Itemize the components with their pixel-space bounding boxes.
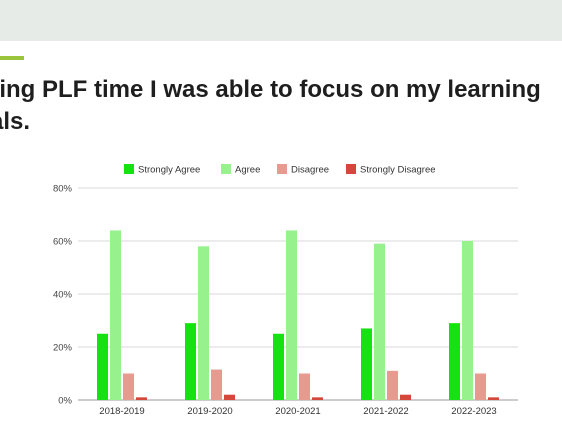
bar xyxy=(361,328,372,400)
legend-label: Disagree xyxy=(291,165,329,176)
bar xyxy=(449,323,460,400)
bar-chart: 0% 20% 40% 60% 80% 2018-2019 2019-2020 2020-202… xyxy=(53,164,518,417)
bar xyxy=(400,394,411,400)
y-tick-label: 60% xyxy=(53,237,73,248)
bar xyxy=(224,394,235,400)
bar xyxy=(462,241,473,400)
title-line-2: als. xyxy=(0,108,31,135)
x-tick-label: 2018-2019 xyxy=(99,406,144,417)
legend-swatch xyxy=(277,164,287,174)
legend-label: Strongly Agree xyxy=(138,165,200,176)
y-tick-label: 80% xyxy=(53,184,73,195)
bar xyxy=(273,333,284,400)
bar xyxy=(475,373,486,400)
legend-label: Agree xyxy=(235,165,260,176)
title-line-1: ring PLF time I was able to focus on my … xyxy=(0,76,541,103)
top-banner xyxy=(0,0,562,41)
legend-label: Strongly Disagree xyxy=(360,165,436,176)
y-tick-label: 0% xyxy=(58,396,72,407)
x-tick-label: 2022-2023 xyxy=(451,406,496,417)
y-tick-label: 20% xyxy=(53,343,73,354)
y-tick-label: 40% xyxy=(53,290,73,301)
bar xyxy=(198,246,209,400)
bar xyxy=(299,373,310,400)
legend-swatch xyxy=(346,164,356,174)
bar xyxy=(185,323,196,400)
legend-swatch xyxy=(124,164,134,174)
bar xyxy=(387,370,398,400)
bar xyxy=(211,369,222,400)
bar xyxy=(488,397,499,400)
bar xyxy=(136,397,147,400)
bar xyxy=(374,243,385,400)
accent-bar xyxy=(0,56,24,60)
bar xyxy=(286,230,297,400)
x-tick-label: 2020-2021 xyxy=(275,406,320,417)
bar xyxy=(123,373,134,400)
x-tick-label: 2019-2020 xyxy=(187,406,232,417)
bar xyxy=(97,333,108,400)
slide-title: ring PLF time I was able to focus on my … xyxy=(0,74,562,138)
legend-swatch xyxy=(221,164,231,174)
bar xyxy=(312,397,323,400)
x-tick-label: 2021-2022 xyxy=(363,406,408,417)
bar xyxy=(110,230,121,400)
